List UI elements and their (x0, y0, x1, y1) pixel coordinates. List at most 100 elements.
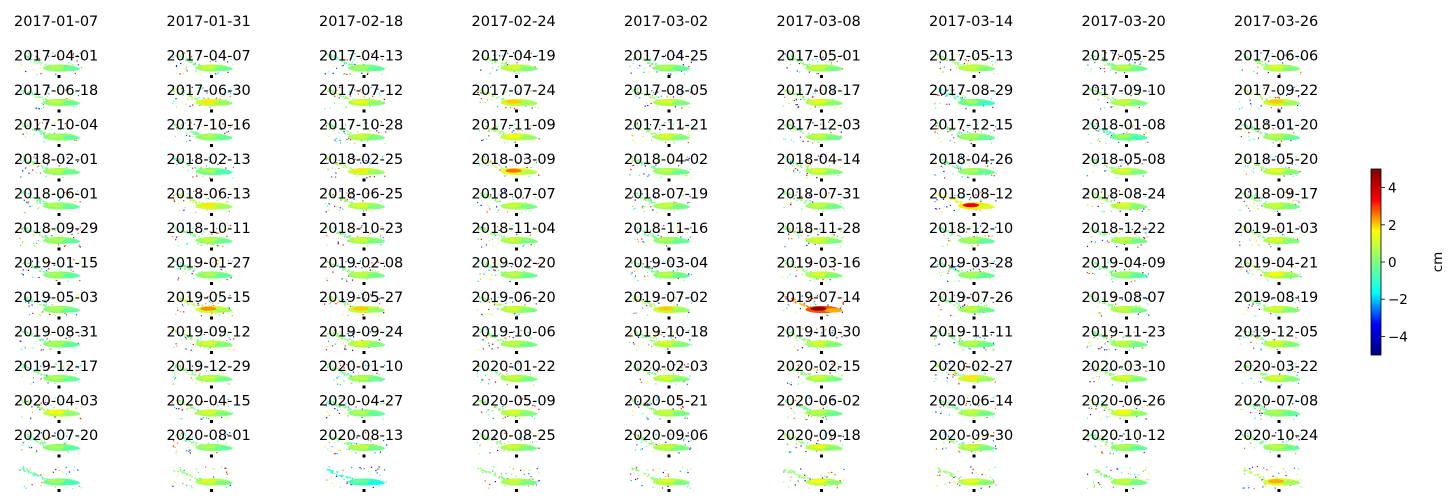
noise-pixel (660, 140, 662, 142)
noise-pixel (1282, 122, 1284, 124)
noise-pixel (801, 210, 803, 212)
noise-pixel (197, 243, 199, 245)
noise-pixel (192, 176, 194, 178)
noise-pixel (186, 70, 188, 72)
noise-pixel (202, 88, 204, 90)
tail-pixel (493, 130, 495, 132)
noise-pixel (196, 173, 198, 175)
tail-pixel (22, 125, 24, 127)
noise-pixel (1109, 69, 1112, 71)
noise-pixel (184, 207, 186, 209)
noise-pixel (1272, 86, 1274, 88)
map-panel (629, 52, 692, 78)
reference-point-marker (210, 178, 213, 182)
noise-pixel (345, 97, 347, 99)
tail-pixel (936, 121, 938, 124)
noise-pixel (814, 125, 816, 127)
noise-pixel (480, 98, 482, 100)
noise-pixel (643, 211, 645, 213)
tail-pixel (190, 61, 193, 64)
panel-date-label: 2018-03-09 (472, 152, 556, 168)
noise-pixel (690, 92, 692, 94)
noise-pixel (185, 272, 187, 274)
tail-pixel (1260, 95, 1262, 97)
tail-pixel (1247, 58, 1250, 60)
noise-pixel (75, 314, 78, 316)
tail-pixel (340, 95, 342, 97)
noise-pixel (659, 128, 661, 130)
noise-pixel (29, 94, 31, 96)
noise-pixel (801, 208, 803, 210)
noise-pixel (953, 209, 955, 212)
tail-pixel (1245, 56, 1247, 58)
tail-pixel (792, 93, 794, 95)
tail-pixel (636, 89, 638, 91)
tail-pixel (957, 62, 959, 64)
noise-pixel (637, 88, 639, 90)
tail-pixel (807, 98, 810, 100)
displacement-lobe (367, 239, 385, 244)
noise-pixel (817, 61, 819, 63)
noise-pixel (490, 86, 492, 88)
noise-pixel (335, 205, 338, 207)
noise-pixel (939, 91, 941, 93)
reference-point-marker (972, 178, 976, 182)
tail-pixel (177, 126, 179, 128)
noise-pixel (1248, 131, 1250, 134)
noise-pixel (842, 207, 844, 209)
displacement-peak (353, 237, 369, 242)
noise-pixel (677, 122, 679, 124)
noise-pixel (1268, 55, 1270, 57)
noise-pixel (689, 134, 691, 136)
noise-pixel (995, 126, 997, 128)
noise-pixel (337, 237, 340, 240)
noise-pixel (1112, 106, 1114, 108)
noise-pixel (229, 91, 231, 93)
tail-pixel (1246, 56, 1248, 58)
noise-pixel (1101, 203, 1103, 205)
noise-pixel (656, 125, 658, 127)
noise-pixel (193, 278, 195, 280)
noise-pixel (990, 142, 992, 144)
noise-pixel (941, 211, 943, 213)
noise-pixel (1266, 278, 1268, 280)
tail-pixel (1262, 64, 1264, 66)
tail-pixel (490, 60, 492, 62)
displacement-lobe (824, 204, 843, 209)
noise-pixel (342, 208, 344, 210)
noise-pixel (1300, 73, 1302, 75)
tail-pixel (949, 59, 952, 61)
tail-pixel (952, 60, 954, 63)
noise-pixel (22, 274, 24, 276)
noise-pixel (632, 205, 634, 208)
noise-pixel (1277, 244, 1279, 246)
noise-pixel (815, 88, 817, 90)
noise-pixel (958, 54, 960, 56)
noise-pixel (505, 62, 507, 64)
noise-pixel (961, 97, 963, 99)
displacement-lobe (672, 66, 690, 72)
tail-pixel (634, 57, 636, 59)
noise-pixel (936, 208, 938, 210)
noise-pixel (186, 140, 188, 143)
displacement-lobe (214, 239, 233, 244)
noise-pixel (632, 91, 634, 93)
tail-pixel (1111, 133, 1113, 135)
tail-pixel (1259, 94, 1261, 96)
noise-pixel (1094, 242, 1096, 244)
tail-pixel (187, 93, 190, 95)
tail-pixel (331, 124, 334, 127)
tail-pixel (24, 55, 27, 57)
tail-pixel (1240, 121, 1242, 124)
reference-point-marker (1125, 282, 1128, 285)
noise-pixel (1130, 140, 1132, 142)
noise-pixel (973, 53, 975, 55)
noise-pixel (1121, 126, 1123, 128)
tail-pixel (794, 93, 797, 95)
noise-pixel (1110, 210, 1113, 212)
tail-pixel (482, 89, 485, 91)
noise-pixel (827, 54, 829, 56)
tail-pixel (785, 89, 787, 92)
noise-pixel (524, 54, 527, 56)
map-panel (782, 86, 843, 113)
